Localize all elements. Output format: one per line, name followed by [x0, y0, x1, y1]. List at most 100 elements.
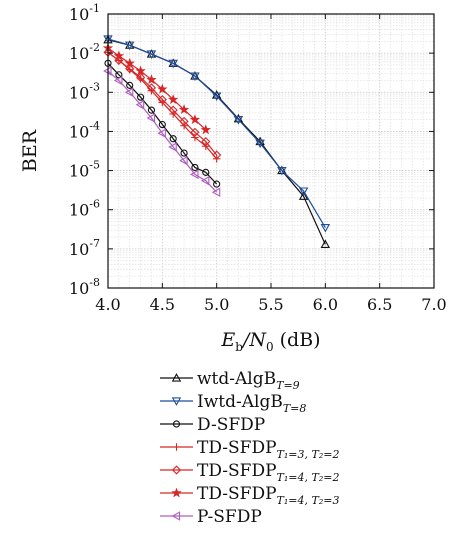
legend-subscript: T₁=3, T₂=2 [277, 448, 340, 461]
data-point [135, 100, 145, 110]
data-point [233, 116, 244, 125]
legend-label: TD-SFDPT₁=4, T₂=3 [197, 484, 339, 507]
legend-item: TD-SFDPT₁=4, T₂=2 [160, 461, 339, 484]
data-point [298, 187, 309, 196]
data-point [202, 142, 210, 150]
data-point [189, 114, 201, 125]
y-tick-base: 10 [69, 279, 89, 298]
x-tick-label: 5.0 [204, 295, 229, 314]
data-point [157, 83, 168, 94]
plot-frame [107, 13, 435, 289]
y-tick-base: 10 [69, 83, 89, 102]
x-axis-label-sub1: b [235, 340, 243, 354]
series-line [107, 62, 218, 185]
legend-item: TD-SFDPT₁=4, T₂=3 [160, 484, 339, 507]
x-axis-label: Eb/N0 (dB) [220, 329, 320, 354]
series-line [107, 51, 218, 156]
legend-label: P-SFDP [197, 507, 262, 527]
y-tick-label: 10-7 [69, 237, 100, 259]
data-point [190, 72, 200, 81]
data-point [277, 166, 287, 176]
y-axis-label: BER [19, 129, 41, 172]
legend-marker [171, 465, 182, 475]
legend-subscript: T₁=4, T₂=2 [277, 471, 340, 484]
legend-subscript: T=9 [276, 379, 300, 392]
y-tick-base: 10 [69, 240, 89, 259]
legend-subscript: T=8 [283, 402, 307, 415]
y-tick-exponent: -6 [89, 198, 100, 211]
y-tick-label: 10-8 [69, 276, 100, 298]
data-point [157, 95, 167, 105]
series-line [107, 38, 326, 228]
x-axis-label-main: E [220, 329, 235, 351]
x-axis-label-sub2: 0 [266, 340, 274, 354]
legend-name: P-SFDP [197, 507, 262, 527]
legend-name: TD-SFDP [197, 461, 277, 481]
data-point [178, 104, 190, 115]
data-point [168, 142, 177, 152]
legend-marker [171, 373, 182, 382]
legend-label: Iwtd-AlgBT=8 [197, 392, 306, 415]
legend-label: TD-SFDPT₁=3, T₂=2 [197, 438, 339, 461]
data-point [190, 169, 199, 180]
data-point [169, 135, 177, 143]
data-point [179, 155, 188, 166]
data-point [137, 93, 145, 101]
data-point [146, 113, 156, 123]
legend-marker [172, 443, 181, 451]
y-tick-exponent: -1 [89, 2, 100, 15]
x-tick-label: 6.0 [313, 295, 338, 314]
legend-marker [171, 487, 182, 498]
data-point [168, 94, 179, 104]
x-tick-label: 6.5 [367, 295, 392, 314]
legend-subscript: T₁=4, T₂=3 [277, 494, 340, 507]
legend-name: wtd-AlgB [197, 369, 276, 389]
legend-item: D-SFDP [160, 415, 265, 435]
series-line [107, 47, 207, 131]
series-line [107, 70, 218, 193]
series-4 [103, 47, 222, 160]
data-point [126, 81, 134, 89]
data-point [113, 50, 125, 61]
data-point [320, 239, 331, 248]
legend-name: TD-SFDP [197, 484, 277, 504]
data-point [213, 180, 221, 188]
y-tick-exponent: -8 [89, 276, 100, 289]
data-point [125, 64, 135, 74]
data-point [200, 124, 211, 135]
data-point [202, 168, 210, 176]
x-tick-label: 4.5 [150, 295, 175, 314]
data-point [158, 120, 166, 129]
x-tick-label: 7.0 [421, 295, 446, 314]
y-tick-base: 10 [69, 122, 89, 141]
legend-label: TD-SFDPT₁=4, T₂=2 [197, 461, 339, 484]
legend-marker [171, 511, 181, 521]
series-1 [103, 35, 331, 233]
legend-item: TD-SFDPT₁=3, T₂=2 [160, 438, 339, 461]
y-tick-exponent: -2 [89, 41, 100, 54]
y-tick-base: 10 [69, 162, 89, 181]
legend: wtd-AlgBT=9Iwtd-AlgBT=8D-SFDPTD-SFDPT₁=3… [160, 369, 339, 527]
data-point [124, 87, 134, 98]
data-point [168, 105, 178, 115]
legend-name: Iwtd-AlgB [197, 392, 283, 412]
y-tick-label: 10-3 [69, 80, 100, 102]
data-point [179, 116, 189, 127]
data-point [211, 187, 221, 197]
data-point [147, 106, 156, 114]
y-tick-base: 10 [69, 44, 89, 63]
y-tick-labels: 10-110-210-310-410-510-610-710-8 [69, 2, 100, 298]
data-point [190, 127, 200, 137]
y-tick-label: 10-4 [69, 119, 100, 141]
data-point [146, 50, 157, 59]
y-tick-label: 10-2 [69, 41, 100, 63]
y-tick-exponent: -5 [89, 159, 100, 172]
data-point [191, 133, 199, 142]
y-tick-label: 10-1 [69, 2, 100, 24]
x-tick-label: 5.5 [258, 295, 283, 314]
data-point [200, 175, 210, 186]
data-point [136, 72, 146, 82]
y-tick-base: 10 [69, 5, 89, 24]
y-tick-label: 10-5 [69, 159, 100, 181]
